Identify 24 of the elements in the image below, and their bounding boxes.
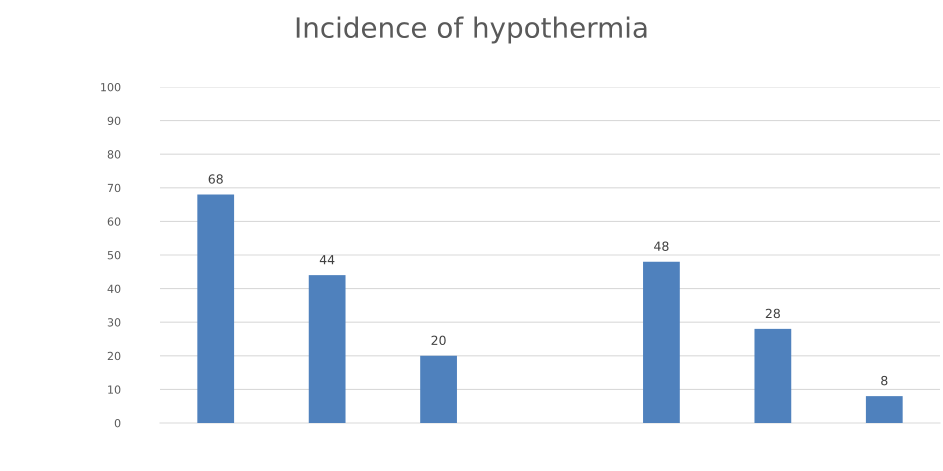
data-label: 8 xyxy=(881,376,888,386)
data-label: 44 xyxy=(320,255,334,264)
bar xyxy=(866,396,903,423)
y-tick-label: 50 xyxy=(108,250,120,260)
y-tick-label: 10 xyxy=(108,385,120,394)
bar xyxy=(420,356,457,423)
y-tick-label: 30 xyxy=(108,318,120,327)
y-tick-label: 40 xyxy=(108,284,120,293)
bar xyxy=(197,194,234,423)
y-tick-label: 20 xyxy=(108,352,120,360)
data-label: 28 xyxy=(766,308,780,318)
data-label: 48 xyxy=(654,242,669,251)
data-label: 20 xyxy=(432,336,446,346)
chart-title: Incidence of hypothermia xyxy=(296,16,646,44)
y-tick-label: 80 xyxy=(108,150,120,159)
bar xyxy=(308,275,346,423)
y-tick-label: 60 xyxy=(108,217,120,226)
y-tick-label: 70 xyxy=(108,184,120,192)
y-tick-label: 0 xyxy=(114,418,120,428)
y-tick-label: 90 xyxy=(108,116,120,125)
data-label: 68 xyxy=(208,174,223,184)
bar xyxy=(643,262,680,423)
y-tick-label: 100 xyxy=(101,82,120,92)
bar xyxy=(754,328,792,423)
